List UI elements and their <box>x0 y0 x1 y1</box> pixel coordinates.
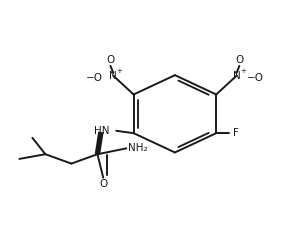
Text: −O: −O <box>247 73 264 83</box>
Text: +: + <box>240 68 246 74</box>
Text: NH₂: NH₂ <box>128 143 147 153</box>
Text: HN: HN <box>93 126 109 136</box>
Text: +: + <box>117 68 123 74</box>
Text: N: N <box>233 71 240 81</box>
Text: F: F <box>233 128 239 138</box>
Text: O: O <box>106 55 114 65</box>
Text: O: O <box>99 179 107 189</box>
Text: O: O <box>235 55 244 65</box>
Text: N: N <box>110 71 117 81</box>
Text: −O: −O <box>86 73 103 83</box>
